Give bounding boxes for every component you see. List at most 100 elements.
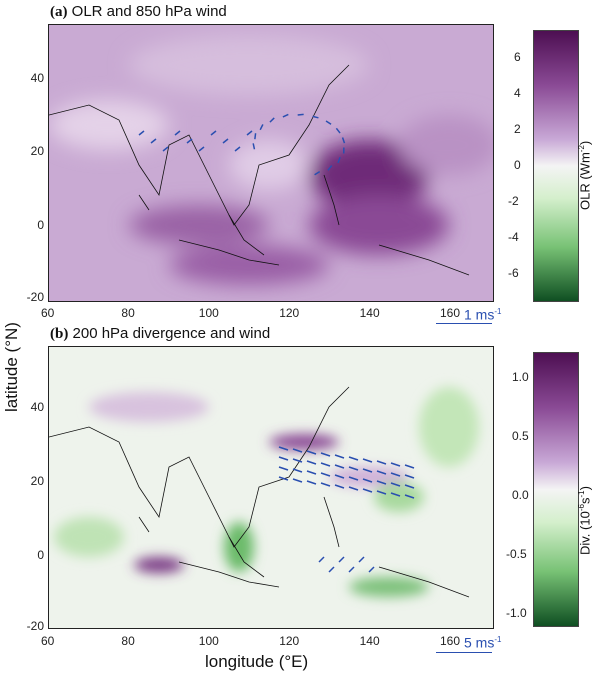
wind-arrow	[327, 165, 333, 171]
wind-arrow	[335, 127, 341, 134]
coastline	[138, 516, 150, 533]
olr-colorbar-tick: -2	[508, 194, 519, 208]
lon-tick-b: 140	[359, 634, 380, 648]
lat-tick-a: 0	[37, 218, 44, 232]
wind-arrow	[348, 466, 359, 471]
coastline	[228, 536, 265, 578]
coastline	[228, 214, 265, 256]
coastline	[49, 386, 350, 548]
lon-tick-b: 120	[279, 634, 300, 648]
coastline	[178, 239, 280, 266]
wind-arrow	[338, 556, 345, 563]
wind-arrow	[234, 146, 241, 152]
wind-arrow	[269, 117, 275, 123]
wind-arrow	[198, 146, 205, 152]
divergence-colorbar-title: Div. (10-6s-1)	[577, 486, 593, 555]
wind-arrow	[376, 460, 387, 465]
wind-arrow	[222, 138, 229, 144]
wind-arrow	[334, 484, 345, 489]
lon-tick-a: 140	[359, 306, 380, 320]
wind-arrow	[390, 492, 401, 497]
panel-a-map	[48, 24, 494, 302]
lon-tick-b: 80	[121, 634, 135, 648]
wind-arrow	[337, 156, 341, 164]
panel-b-scale-label: 5 ms-1	[464, 634, 502, 651]
wind-arrow	[292, 458, 303, 463]
coastline	[49, 64, 350, 226]
lat-tick-a: 40	[30, 71, 44, 85]
wind-arrow	[404, 464, 415, 469]
olr-colorbar-tick: 6	[514, 50, 521, 64]
lat-tick-a: 20	[30, 144, 44, 158]
panel-a-scale-arrow	[436, 323, 492, 324]
wind-arrow	[390, 462, 401, 467]
divergence-colorbar-tick: 0.0	[512, 488, 529, 502]
olr-colorbar-title: OLR (Wm-2)	[577, 140, 593, 210]
divergence-map	[49, 347, 493, 628]
wind-arrow	[320, 482, 331, 487]
wind-arrow	[362, 478, 373, 483]
lat-tick-b: 20	[30, 474, 44, 488]
wind-arrow	[320, 472, 331, 477]
lon-tick-a: 160	[440, 306, 461, 320]
wind-arrow	[306, 450, 317, 455]
panel-b-title: (b) 200 hPa divergence and wind	[50, 325, 271, 342]
wind-arrow	[358, 556, 365, 563]
coastline	[323, 174, 340, 226]
olr-colorbar	[533, 30, 579, 302]
y-axis-label: latitude (°N)	[2, 322, 21, 412]
wind-arrow	[362, 488, 373, 493]
olr-colorbar-tick: 0	[514, 158, 521, 172]
coastline	[138, 194, 150, 211]
wind-arrow	[368, 566, 375, 573]
lat-tick-b: -20	[26, 619, 44, 633]
wind-arrow	[404, 494, 415, 499]
coastline	[323, 496, 340, 548]
wind-arrow	[297, 113, 304, 116]
wind-arrow	[362, 468, 373, 473]
wind-arrow	[278, 446, 289, 451]
wind-arrow	[138, 130, 145, 136]
panel-b-map	[48, 346, 494, 629]
x-axis-label: longitude (°E)	[205, 652, 309, 671]
olr-colorbar-tick: 2	[514, 122, 521, 136]
wind-arrow	[320, 462, 331, 467]
coastline	[178, 561, 280, 588]
lon-tick-a: 100	[198, 306, 219, 320]
wind-arrow	[376, 480, 387, 485]
divergence-colorbar-tick: 0.5	[512, 429, 529, 443]
lon-tick-a: 60	[41, 306, 55, 320]
wind-arrow	[334, 454, 345, 459]
wind-arrow	[376, 490, 387, 495]
wind-arrow	[390, 482, 401, 487]
wind-arrow	[282, 113, 289, 118]
divergence-colorbar-tick: -1.0	[506, 606, 527, 620]
panel-a-scale-label: 1 ms-1	[464, 306, 502, 323]
wind-arrow	[292, 478, 303, 483]
wind-arrow	[259, 124, 264, 131]
wind-arrow	[348, 456, 359, 461]
wind-arrow	[348, 486, 359, 491]
wind-arrow	[162, 146, 169, 152]
wind-arrow	[348, 476, 359, 481]
wind-arrow	[292, 468, 303, 473]
wind-arrow	[362, 458, 373, 463]
wind-arrow	[404, 484, 415, 489]
olr-map	[49, 25, 493, 301]
wind-arrow	[246, 130, 253, 136]
wind-arrow	[341, 137, 346, 144]
wind-arrow	[186, 138, 193, 144]
panel-b-scale-arrow	[436, 652, 492, 653]
wind-arrow	[150, 138, 157, 144]
wind-arrow	[318, 556, 325, 563]
panel-a-title: (a) OLR and 850 hPa wind	[50, 3, 227, 20]
wind-arrow	[174, 130, 181, 136]
wind-arrow	[328, 566, 335, 573]
wind-arrow	[306, 470, 317, 475]
wind-arrow	[390, 472, 401, 477]
wind-arrow	[210, 130, 217, 136]
coastline	[378, 566, 470, 598]
lon-tick-a: 80	[121, 306, 135, 320]
wind-arrow	[252, 143, 256, 150]
lon-tick-b: 60	[41, 634, 55, 648]
